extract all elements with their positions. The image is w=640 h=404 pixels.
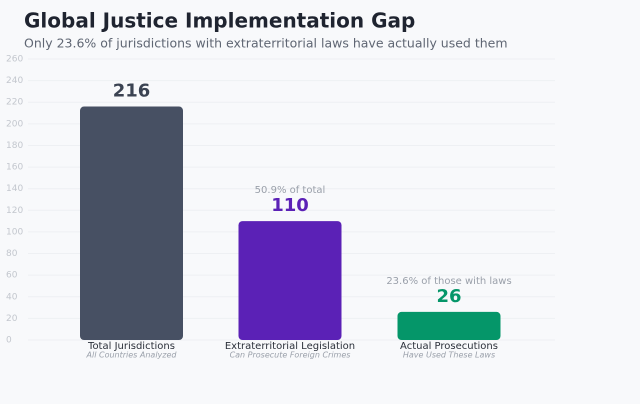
chart-subtitle: Only 23.6% of jurisdictions with extrate… bbox=[24, 36, 508, 51]
value-label: 26 bbox=[436, 286, 461, 307]
y-tick-label: 80 bbox=[6, 249, 18, 259]
x-tick-label: Extraterritorial Legislation bbox=[225, 341, 355, 352]
y-tick-label: 40 bbox=[6, 292, 18, 302]
value-label: 216 bbox=[113, 81, 151, 102]
annotation: 50.9% of total bbox=[255, 185, 326, 196]
y-tick-label: 160 bbox=[6, 163, 23, 173]
bar bbox=[397, 311, 501, 340]
annotation: 23.6% of those with laws bbox=[386, 276, 511, 287]
y-tick-label: 200 bbox=[6, 119, 23, 129]
x-sublabel: Can Prosecute Foreign Crimes bbox=[230, 351, 351, 360]
y-tick-label: 180 bbox=[6, 141, 23, 151]
y-tick-label: 260 bbox=[6, 55, 23, 65]
y-tick-label: 140 bbox=[6, 184, 23, 194]
bar bbox=[238, 221, 342, 340]
bar bbox=[80, 106, 183, 340]
x-tick-label: Total Jurisdictions bbox=[87, 341, 175, 352]
x-sublabel: Have Used These Laws bbox=[403, 351, 495, 360]
chart-title: Global Justice Implementation Gap bbox=[24, 9, 415, 33]
x-tick-label: Actual Prosecutions bbox=[400, 341, 498, 352]
x-sublabel: All Countries Analyzed bbox=[86, 351, 178, 360]
y-tick-label: 240 bbox=[6, 76, 23, 86]
y-tick-label: 100 bbox=[6, 227, 23, 237]
y-tick-label: 220 bbox=[6, 98, 23, 108]
value-label: 110 bbox=[271, 195, 309, 216]
y-tick-label: 60 bbox=[6, 271, 18, 281]
y-tick-label: 120 bbox=[6, 206, 23, 216]
y-tick-label: 0 bbox=[6, 336, 12, 346]
y-tick-label: 20 bbox=[6, 314, 18, 324]
